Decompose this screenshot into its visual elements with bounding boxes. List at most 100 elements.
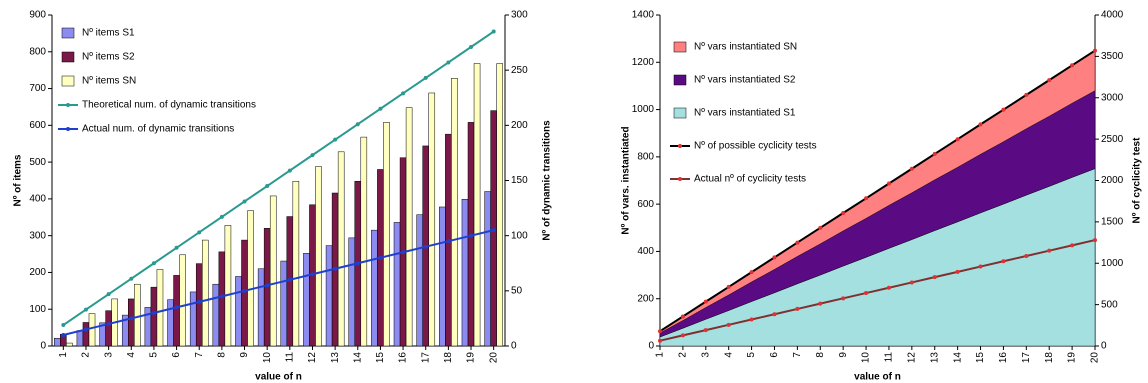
- x-tick-label: 2: [678, 352, 689, 358]
- y-tick-label: 0: [40, 341, 46, 352]
- marker: [1024, 253, 1029, 258]
- bar: [54, 338, 61, 347]
- marker: [446, 239, 451, 244]
- marker: [287, 168, 292, 173]
- y-tick-label: 800: [637, 151, 654, 162]
- bar: [371, 229, 378, 347]
- bar: [383, 122, 390, 347]
- bar: [201, 239, 209, 347]
- marker: [355, 261, 360, 266]
- x-tick-label: 5: [746, 352, 757, 358]
- x-tick-label: 3: [103, 352, 114, 358]
- marker: [886, 181, 891, 186]
- x-tick-label: 15: [375, 352, 386, 364]
- marker: [818, 301, 823, 306]
- marker: [83, 307, 88, 312]
- x-tick-label: 19: [1067, 352, 1078, 364]
- bar: [128, 298, 135, 347]
- y2-tick-label: 3000: [1101, 92, 1124, 103]
- marker: [491, 29, 496, 34]
- bar: [315, 166, 322, 347]
- marker: [242, 199, 247, 204]
- bar: [76, 330, 84, 347]
- marker: [106, 292, 111, 297]
- y-tick-label: 800: [29, 46, 46, 57]
- y-tick-label: 1400: [632, 10, 655, 21]
- marker: [1001, 259, 1006, 264]
- marker: [469, 44, 474, 49]
- legend-marker: [678, 177, 682, 181]
- line: [62, 30, 495, 326]
- legend-label: Nº items S2: [82, 52, 135, 63]
- marker: [1047, 248, 1052, 253]
- bar: [156, 269, 164, 347]
- marker: [151, 261, 156, 266]
- marker: [1024, 92, 1029, 97]
- marker: [83, 327, 88, 332]
- x-axis-title: value of n: [255, 372, 302, 383]
- x-tick-label: 9: [239, 352, 250, 358]
- bar: [428, 92, 436, 347]
- y2-tick-label: 2500: [1101, 134, 1124, 145]
- x-tick-label: 9: [838, 352, 849, 358]
- y2-tick-label: 1000: [1101, 258, 1124, 269]
- bar: [66, 342, 73, 347]
- legend-label: Nº vars instantiated S1: [694, 108, 796, 119]
- bar: [461, 199, 469, 347]
- marker: [1093, 48, 1097, 53]
- x-tick-label: 17: [1021, 352, 1032, 364]
- marker: [909, 166, 914, 171]
- bar: [82, 322, 90, 347]
- legend-marker: [678, 144, 682, 148]
- y2-tick-label: 0: [511, 341, 517, 352]
- marker: [841, 296, 846, 301]
- y-tick-label: 0: [648, 341, 654, 352]
- bar: [280, 260, 288, 347]
- bar: [496, 63, 503, 347]
- bar: [88, 313, 96, 347]
- x-tick-label: 13: [929, 352, 940, 364]
- x-tick-label: 13: [330, 352, 341, 364]
- marker: [423, 244, 428, 249]
- x-tick-label: 7: [792, 352, 803, 358]
- marker: [1001, 107, 1006, 112]
- y-tick-label: 1200: [632, 57, 655, 68]
- marker: [726, 284, 731, 289]
- y2-tick-label: 300: [511, 10, 528, 21]
- marker: [658, 329, 662, 334]
- y2-tick-label: 3500: [1101, 51, 1124, 62]
- marker: [955, 269, 960, 274]
- bar: [212, 283, 220, 347]
- x-tick-label: 1: [655, 352, 666, 358]
- bar: [348, 237, 356, 347]
- marker: [219, 214, 224, 219]
- y-axis-title: Nº of items: [13, 154, 24, 206]
- marker: [680, 333, 685, 338]
- y2-tick-label: 250: [511, 65, 528, 76]
- bar: [134, 283, 141, 347]
- legend-label: Nº items SN: [82, 76, 136, 87]
- x-tick-label: 12: [307, 352, 318, 364]
- marker: [242, 288, 247, 293]
- line: [63, 229, 494, 336]
- marker: [658, 338, 662, 343]
- marker: [1070, 243, 1075, 248]
- marker: [772, 312, 777, 317]
- legend-label: Theoretical num. of dynamic transitions: [82, 100, 256, 111]
- bar: [105, 310, 112, 347]
- legend-swatch: [61, 27, 75, 39]
- x-tick-label: 3: [700, 352, 711, 358]
- y2-tick-label: 50: [511, 285, 523, 296]
- y-tick-label: 200: [29, 267, 46, 278]
- y-tick-label: 100: [29, 304, 46, 315]
- y-tick-label: 1000: [632, 104, 655, 115]
- marker: [333, 266, 338, 271]
- legend-swatch: [61, 51, 75, 63]
- marker: [726, 322, 731, 327]
- legend-label: Nº vars instantiated SN: [694, 42, 797, 53]
- marker: [446, 60, 451, 65]
- legend-swatch: [673, 41, 687, 53]
- x-tick-label: 14: [952, 352, 963, 364]
- marker: [864, 291, 869, 296]
